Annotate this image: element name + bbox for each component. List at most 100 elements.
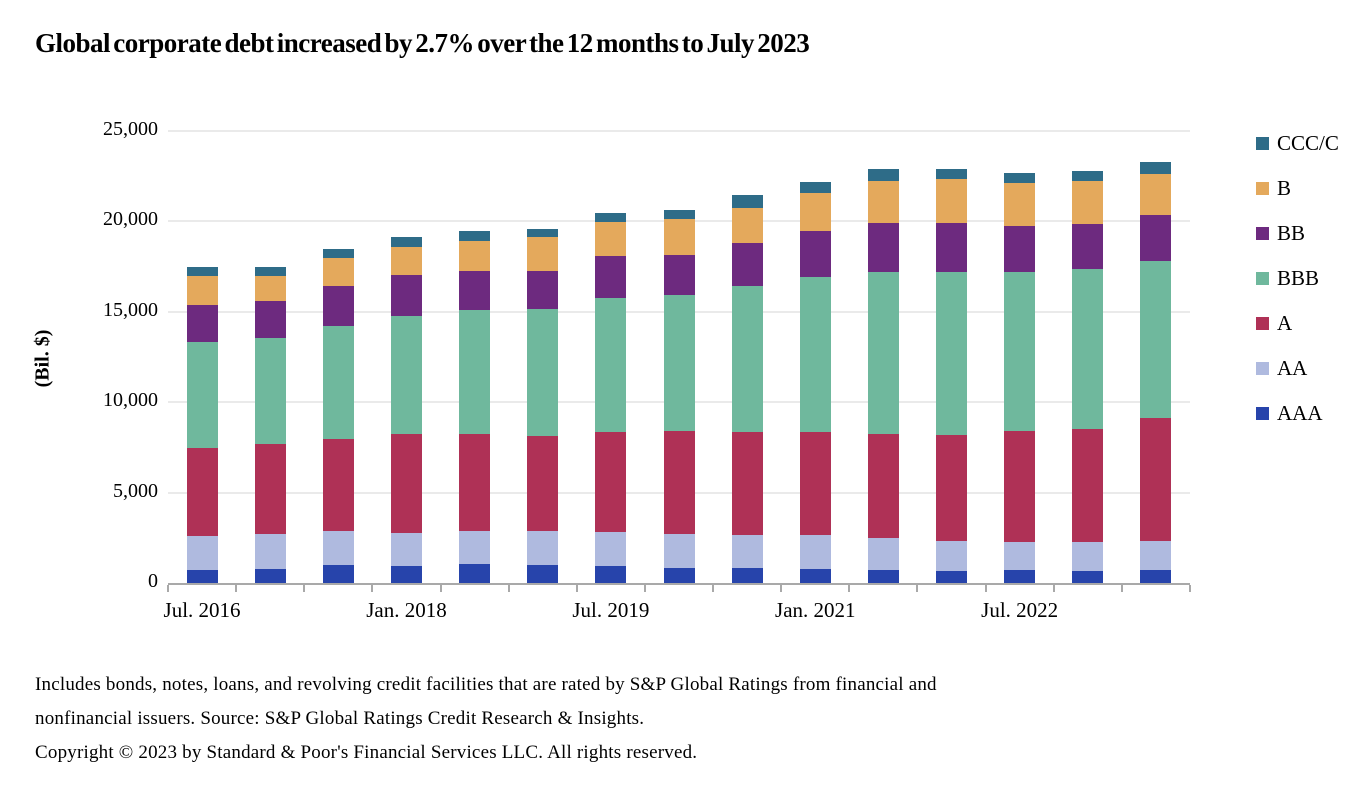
y-tick-label: 15,000 (103, 298, 158, 321)
bar-Jan. 2019 (527, 228, 559, 583)
x-axis-tick (303, 585, 306, 592)
bar-segment-AAA (595, 566, 627, 583)
legend-swatch-AAA (1256, 406, 1269, 420)
bar-Jan. 2017 (254, 266, 286, 583)
y-tick-label: 5,000 (113, 479, 158, 502)
bar-Jul. 2016 (186, 267, 218, 583)
bar-segment-BBB (1004, 272, 1036, 432)
legend-item-BBB: BBB (1256, 265, 1339, 290)
bar-segment-BB (322, 285, 354, 327)
bar-segment-CCC/C (936, 168, 968, 179)
bar-segment-CCC/C (1004, 173, 1036, 184)
bar-segment-CCC/C (254, 266, 286, 276)
bar-segment-AA (1140, 541, 1172, 571)
bar-segment-AA (254, 533, 286, 569)
bar-segment-AAA (936, 570, 968, 583)
bar-segment-A (390, 434, 422, 533)
x-axis-label: Jul. 2019 (572, 598, 650, 622)
bar-segment-B (1072, 180, 1104, 224)
bar-segment-A (663, 430, 695, 534)
bar-segment-BB (867, 223, 899, 273)
bar-segment-BBB (1140, 260, 1172, 418)
x-axis-tick (984, 585, 987, 592)
bar-segment-CCC/C (186, 267, 218, 277)
bar-segment-BB (936, 223, 968, 273)
bar-segment-AAA (1140, 570, 1172, 583)
bar-segment-B (459, 240, 491, 272)
bar-segment-B (254, 275, 286, 301)
bar-segment-B (799, 192, 831, 232)
bar-Jul. 2021 (867, 169, 899, 583)
x-axis-tick (371, 585, 374, 592)
bar-segment-AA (390, 532, 422, 566)
bar-segment-CCC/C (595, 212, 627, 222)
bar-segment-CCC/C (731, 194, 763, 208)
bar-segment-AA (527, 530, 559, 566)
bar-segment-AA (322, 530, 354, 565)
bar-segment-BBB (936, 272, 968, 436)
bar-segment-BB (459, 271, 491, 311)
bar-segment-A (867, 434, 899, 538)
bar-segment-BB (1072, 223, 1104, 269)
bar-segment-B (1140, 174, 1172, 215)
bar-segment-AAA (390, 565, 422, 583)
bar-segment-BB (595, 256, 627, 298)
bar-segment-AA (867, 538, 899, 570)
bar-segment-CCC/C (663, 209, 695, 219)
bar-segment-BB (663, 254, 695, 296)
bar-Jul. 2017 (322, 248, 354, 583)
y-tick-label: 20,000 (103, 208, 158, 231)
bar-segment-A (799, 432, 831, 536)
footnote-line-1: Includes bonds, notes, loans, and revolv… (35, 674, 937, 695)
bar-segment-BB (254, 300, 286, 339)
bar-segment-A (1072, 429, 1104, 543)
bar-segment-BB (1004, 226, 1036, 273)
legend-label-A: A (1277, 310, 1293, 335)
x-axis-tick (167, 585, 169, 592)
x-axis-tick (235, 585, 238, 592)
x-axis-tick (780, 585, 783, 592)
bar-segment-BBB (663, 295, 695, 431)
bar-segment-AA (459, 530, 491, 565)
bar-segment-A (936, 435, 968, 542)
gridline-25,000 (168, 130, 1190, 132)
bar-segment-AA (731, 535, 763, 568)
legend-label-BBB: BBB (1277, 265, 1320, 290)
bar-segment-B (867, 180, 899, 224)
bar-Jan. 2023 (1072, 171, 1104, 583)
bar-Jan. 2018 (390, 237, 422, 583)
bar-segment-BB (1140, 214, 1172, 261)
bar-segment-AA (799, 535, 831, 569)
legend-item-AAA: AAA (1256, 400, 1339, 425)
bar-segment-BBB (254, 338, 286, 445)
bar-segment-BBB (1072, 268, 1104, 430)
footnote-line-2: nonfinancial issuers. Source: S&P Global… (35, 708, 645, 729)
x-axis-label: Jan. 2018 (366, 598, 447, 622)
bar-segment-AAA (459, 564, 491, 583)
bar-segment-AAA (1004, 570, 1036, 583)
legend-item-A: A (1256, 310, 1339, 335)
bar-segment-BBB (799, 277, 831, 433)
legend-label-AAA: AAA (1277, 400, 1323, 425)
bar-segment-BBB (595, 297, 627, 432)
bar-segment-BB (390, 274, 422, 316)
bar-segment-AA (663, 533, 695, 568)
x-axis-tick (507, 585, 510, 592)
bar-segment-BBB (731, 285, 763, 433)
bar-segment-A (527, 436, 559, 531)
x-axis-tick (643, 585, 646, 592)
bar-segment-BBB (186, 342, 218, 448)
x-axis-tick (575, 585, 578, 592)
bar-segment-BBB (390, 315, 422, 435)
x-axis-tick (1120, 585, 1123, 592)
plot-area (167, 130, 1191, 592)
bar-segment-CCC/C (1140, 162, 1172, 175)
x-axis-tick (439, 585, 442, 592)
bar-segment-AA (1072, 542, 1104, 571)
bar-segment-AA (186, 535, 218, 571)
x-axis-label: Jul. 2016 (163, 598, 241, 622)
chart-title: Global corporate debt increased by 2.7% … (35, 28, 810, 58)
legend: CCC/C B BB BBB A AA AAA (1256, 131, 1339, 448)
bar-segment-AA (1004, 541, 1036, 571)
